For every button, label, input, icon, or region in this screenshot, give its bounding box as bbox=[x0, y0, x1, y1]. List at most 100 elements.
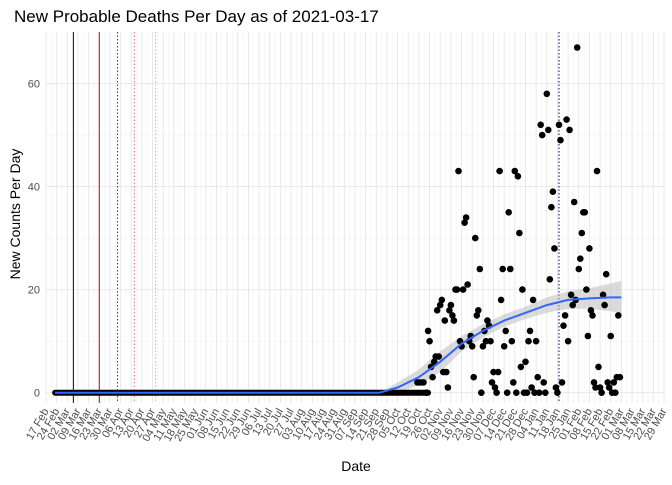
data-point bbox=[443, 368, 450, 376]
data-point bbox=[444, 384, 452, 391]
data-point bbox=[604, 379, 611, 386]
data-point bbox=[500, 343, 508, 350]
data-point bbox=[525, 337, 532, 345]
data-point bbox=[561, 312, 569, 319]
data-point bbox=[446, 307, 453, 314]
grid bbox=[45, 31, 665, 403]
data-point bbox=[599, 291, 607, 299]
y-tick-label: 20 bbox=[28, 285, 40, 297]
y-tick-label: 60 bbox=[28, 79, 40, 91]
data-point bbox=[584, 332, 592, 340]
data-point bbox=[447, 301, 455, 309]
data-point bbox=[491, 384, 499, 391]
data-point bbox=[505, 209, 512, 216]
data-point bbox=[595, 363, 602, 371]
data-point bbox=[522, 358, 529, 366]
data-point bbox=[430, 358, 438, 366]
data-point bbox=[462, 214, 470, 221]
data-point bbox=[426, 337, 433, 345]
data-point bbox=[423, 389, 430, 397]
data-point bbox=[529, 296, 537, 304]
data-point bbox=[513, 389, 520, 397]
data-point bbox=[592, 384, 599, 391]
data-point bbox=[616, 373, 624, 381]
data-point bbox=[569, 301, 576, 309]
data-point bbox=[534, 373, 541, 381]
data-point bbox=[610, 379, 618, 386]
data-point bbox=[549, 188, 557, 195]
data-point bbox=[540, 379, 547, 386]
data-point bbox=[514, 173, 522, 180]
data-point bbox=[528, 384, 535, 391]
data-point bbox=[612, 389, 619, 397]
data-point bbox=[499, 265, 507, 273]
data-point bbox=[482, 337, 490, 345]
data-point bbox=[479, 343, 487, 350]
data-point bbox=[558, 379, 566, 386]
data-point bbox=[511, 167, 519, 175]
trend-line bbox=[55, 296, 622, 394]
data-point bbox=[526, 327, 534, 335]
data-point bbox=[510, 379, 517, 386]
data-point bbox=[438, 296, 446, 304]
data-point bbox=[563, 116, 570, 123]
data-point bbox=[570, 198, 578, 206]
data-point bbox=[490, 368, 497, 376]
data-point bbox=[475, 307, 482, 314]
data-point bbox=[578, 229, 586, 237]
data-point bbox=[478, 389, 485, 397]
data-point bbox=[601, 301, 608, 309]
data-point bbox=[449, 312, 456, 319]
data-point bbox=[602, 270, 610, 278]
y-tick-label: 40 bbox=[28, 182, 40, 194]
data-point bbox=[551, 245, 558, 252]
y-axis-title: New Counts Per Day bbox=[7, 149, 23, 280]
data-point bbox=[587, 307, 595, 314]
data-point bbox=[472, 234, 479, 242]
data-point bbox=[470, 373, 478, 381]
chart-title: New Probable Deaths Per Day as of 2021-0… bbox=[14, 7, 379, 26]
data-point bbox=[598, 389, 605, 397]
data-point bbox=[473, 312, 481, 319]
data-point bbox=[484, 317, 491, 324]
data-point bbox=[531, 389, 538, 397]
data-point bbox=[464, 281, 471, 288]
data-point bbox=[436, 301, 444, 309]
data-point bbox=[455, 167, 462, 175]
data-point bbox=[546, 276, 554, 283]
data-point bbox=[566, 126, 573, 134]
data-point bbox=[459, 286, 467, 293]
data-point bbox=[589, 312, 596, 319]
x-axis-title: Date bbox=[341, 458, 371, 474]
data-point bbox=[564, 337, 572, 345]
data-point bbox=[560, 322, 567, 330]
data-point bbox=[450, 317, 458, 324]
data-point bbox=[575, 265, 583, 273]
data-point bbox=[605, 384, 613, 391]
data-point bbox=[519, 286, 526, 293]
data-point bbox=[487, 337, 494, 345]
data-point bbox=[435, 353, 443, 360]
data-point bbox=[497, 296, 505, 304]
data-point bbox=[583, 286, 590, 293]
data-point bbox=[494, 368, 502, 376]
data-point bbox=[557, 136, 564, 144]
data-point bbox=[503, 389, 511, 397]
trend-line-path bbox=[55, 296, 622, 394]
data-point bbox=[441, 317, 449, 324]
y-tick-label: 0 bbox=[34, 388, 40, 400]
data-point bbox=[593, 167, 601, 175]
data-point bbox=[607, 332, 614, 340]
reference-lines bbox=[72, 32, 560, 403]
data-point bbox=[596, 384, 604, 391]
data-point bbox=[581, 209, 589, 216]
data-point bbox=[532, 337, 540, 345]
y-axis: 0 20 40 60 bbox=[28, 79, 40, 400]
data-point bbox=[502, 327, 510, 335]
data-point bbox=[468, 343, 476, 350]
data-point bbox=[453, 286, 461, 293]
data-point bbox=[577, 255, 584, 262]
